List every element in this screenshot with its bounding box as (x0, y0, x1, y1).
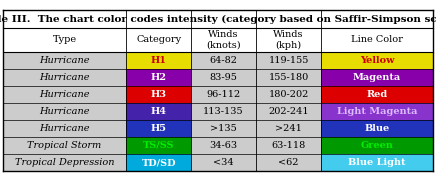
Bar (3, 52, 126, 69)
Bar (321, 86, 433, 103)
Text: Magenta: Magenta (353, 73, 401, 82)
Bar (256, 154, 321, 171)
Bar (256, 52, 321, 69)
Bar (191, 120, 256, 137)
Text: 119-155: 119-155 (269, 56, 309, 65)
Text: Tropical Depression: Tropical Depression (15, 158, 114, 167)
Text: >135: >135 (210, 124, 237, 133)
Bar (256, 69, 321, 86)
Text: 180-202: 180-202 (269, 90, 309, 99)
Text: 34-63: 34-63 (210, 141, 238, 150)
Bar (126, 69, 191, 86)
Text: 63-118: 63-118 (272, 141, 306, 150)
Text: Green: Green (361, 141, 393, 150)
Text: H4: H4 (151, 107, 167, 116)
Bar (3, 10, 433, 28)
Text: Hurricane: Hurricane (39, 107, 90, 116)
Text: H2: H2 (151, 73, 167, 82)
Bar (191, 154, 256, 171)
Text: Hurricane: Hurricane (39, 90, 90, 99)
Bar (126, 154, 191, 171)
Bar (126, 52, 191, 69)
Bar (256, 103, 321, 120)
Bar (321, 154, 433, 171)
Bar (321, 52, 433, 69)
Bar (3, 86, 126, 103)
Text: >241: >241 (275, 124, 302, 133)
Bar (191, 86, 256, 103)
Bar (191, 137, 256, 154)
Text: Blue: Blue (364, 124, 390, 133)
Text: Hurricane: Hurricane (39, 124, 90, 133)
Text: 155-180: 155-180 (269, 73, 309, 82)
Bar (256, 86, 321, 103)
Bar (256, 120, 321, 137)
Bar (256, 137, 321, 154)
Text: <62: <62 (278, 158, 299, 167)
Text: 83-95: 83-95 (210, 73, 238, 82)
Bar (321, 69, 433, 86)
Text: Blue Light: Blue Light (348, 158, 406, 167)
Bar (321, 137, 433, 154)
Text: Winds
(kph): Winds (kph) (273, 30, 304, 50)
Text: 64-82: 64-82 (210, 56, 238, 65)
Text: Type: Type (52, 35, 77, 45)
Text: Light Magenta: Light Magenta (337, 107, 417, 116)
Text: 96-112: 96-112 (207, 90, 241, 99)
Text: 113-135: 113-135 (203, 107, 244, 116)
Bar (126, 86, 191, 103)
Bar (321, 120, 433, 137)
Text: Category: Category (136, 35, 181, 45)
Bar (321, 103, 433, 120)
Text: H5: H5 (151, 124, 167, 133)
Bar (126, 137, 191, 154)
Text: Hurricane: Hurricane (39, 56, 90, 65)
Text: H1: H1 (151, 56, 167, 65)
Bar (3, 28, 433, 52)
Bar (3, 137, 126, 154)
Bar (3, 120, 126, 137)
Text: Tropical Storm: Tropical Storm (27, 141, 102, 150)
Bar (126, 103, 191, 120)
Text: Yellow: Yellow (360, 56, 394, 65)
Bar (191, 69, 256, 86)
Bar (3, 154, 126, 171)
Text: Winds
(knots): Winds (knots) (206, 30, 241, 50)
Text: H3: H3 (151, 90, 167, 99)
Bar (3, 69, 126, 86)
Text: Table III.  The chart color codes intensity (category based on Saffir-Simpson sc: Table III. The chart color codes intensi… (0, 14, 436, 24)
Text: TS/SS: TS/SS (143, 141, 174, 150)
Text: Hurricane: Hurricane (39, 73, 90, 82)
Text: Red: Red (366, 90, 388, 99)
Text: 202-241: 202-241 (268, 107, 309, 116)
Bar (126, 120, 191, 137)
Text: TD/SD: TD/SD (141, 158, 176, 167)
Text: <34: <34 (213, 158, 234, 167)
Text: Line Color: Line Color (351, 35, 403, 45)
Bar (3, 103, 126, 120)
Bar (191, 103, 256, 120)
Bar (191, 52, 256, 69)
